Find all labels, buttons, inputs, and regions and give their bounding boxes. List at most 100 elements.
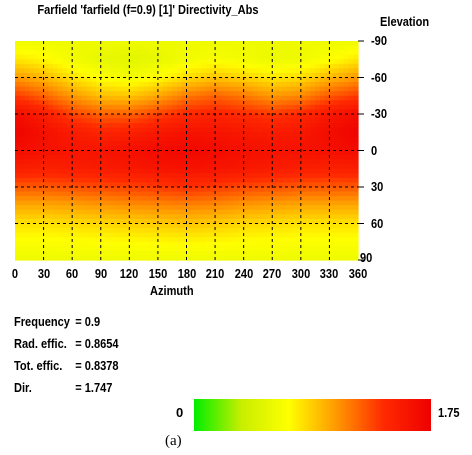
heatmap-cell [343,223,350,229]
heatmap-cell [210,232,216,238]
heatmap-cell [76,68,83,74]
heatmap-cell [129,141,135,147]
heatmap-cell [53,223,59,229]
heatmap-cell [38,63,45,69]
heatmap-cell [57,104,64,111]
heatmap-cell [196,50,202,56]
heatmap-cell [67,114,73,120]
heatmap-cell [286,228,292,234]
heatmap-cell [119,86,126,92]
heatmap-cell [143,127,149,133]
heatmap-cell [57,63,64,69]
heatmap-cell [291,228,297,234]
heatmap-cell [143,136,149,142]
heatmap-cell [324,250,331,257]
heatmap-cell [62,136,68,142]
heatmap-cell [324,196,331,202]
heatmap-cell [91,218,97,225]
heatmap-cell [196,91,202,97]
heatmap-cell [338,196,345,202]
heatmap-cell [257,246,264,252]
heatmap-cell [67,246,73,252]
heatmap-cell [272,104,278,111]
heatmap-cell [238,155,245,161]
heatmap-cell [86,68,92,74]
heatmap-cell [15,45,21,51]
heatmap-cell [76,187,83,193]
heatmap-cell [76,50,83,56]
heatmap-cell [181,191,188,197]
heatmap-cell [305,104,311,111]
heatmap-cell [277,86,283,92]
heatmap-cell [172,45,178,51]
heatmap-cell [91,191,97,197]
heatmap-cell [53,218,59,225]
heatmap-cell [167,95,173,101]
heatmap-cell [262,241,269,247]
heatmap-cell [334,250,340,257]
heatmap-cell [153,100,159,106]
heatmap-cell [95,136,102,142]
heatmap-cell [115,155,121,161]
heatmap-cell [62,223,68,229]
heatmap-cell [210,45,216,51]
heatmap-cell [196,214,202,220]
heatmap-cell [210,159,216,165]
heatmap-cell [167,196,173,202]
heatmap-cell [48,123,54,129]
heatmap-cell [67,237,73,243]
heatmap-cell [153,54,159,60]
heatmap-cell [57,109,64,115]
heatmap-cell [272,209,278,215]
heatmap-cell [172,82,178,88]
heatmap-cell [324,123,331,129]
heatmap-cell [186,255,192,261]
heatmap-cell [19,109,26,115]
heatmap-cell [248,164,254,170]
heatmap-cell [277,159,283,165]
heatmap-cell [62,95,68,101]
heatmap-cell [319,77,326,83]
heatmap-cell [186,109,192,115]
heatmap-cell [76,246,83,252]
heatmap-cell [272,54,278,60]
heatmap-cell [119,118,126,124]
heatmap-cell [272,68,278,74]
heatmap-cell [215,141,221,147]
y-axis-title: Elevation [380,14,430,29]
heatmap-cell [324,145,331,152]
heatmap-cell [310,123,316,129]
heatmap-cell [267,41,273,47]
heatmap-cell [229,72,235,79]
heatmap-cell [72,91,78,97]
heatmap-cell [157,145,164,152]
heatmap-cell [324,191,331,197]
heatmap-cell [334,50,340,56]
heatmap-cell [57,45,64,51]
heatmap-cell [234,232,240,238]
heatmap-cell [300,136,307,142]
heatmap-cell [196,63,202,69]
heatmap-cell [86,159,92,165]
heatmap-cell [186,114,192,120]
heatmap-cell [95,145,102,152]
heatmap-cell [19,141,26,147]
heatmap-cell [167,164,173,170]
heatmap-cell [153,214,159,220]
heatmap-cell [119,41,126,47]
heatmap-cell [134,187,140,193]
heatmap-cell [186,68,192,74]
heatmap-cell [296,196,302,202]
heatmap-cell [186,232,192,238]
heatmap-cell [91,104,97,111]
heatmap-cell [148,68,154,74]
heatmap-cell [272,63,278,69]
heatmap-cell [310,182,316,188]
heatmap-cell [267,173,273,179]
y-tick-label: -60 [371,69,387,85]
heatmap-cell [86,118,92,124]
heatmap-cell [286,95,292,101]
heatmap-cell [210,95,216,101]
heatmap-cell [353,54,359,60]
heatmap-cell [105,68,111,74]
